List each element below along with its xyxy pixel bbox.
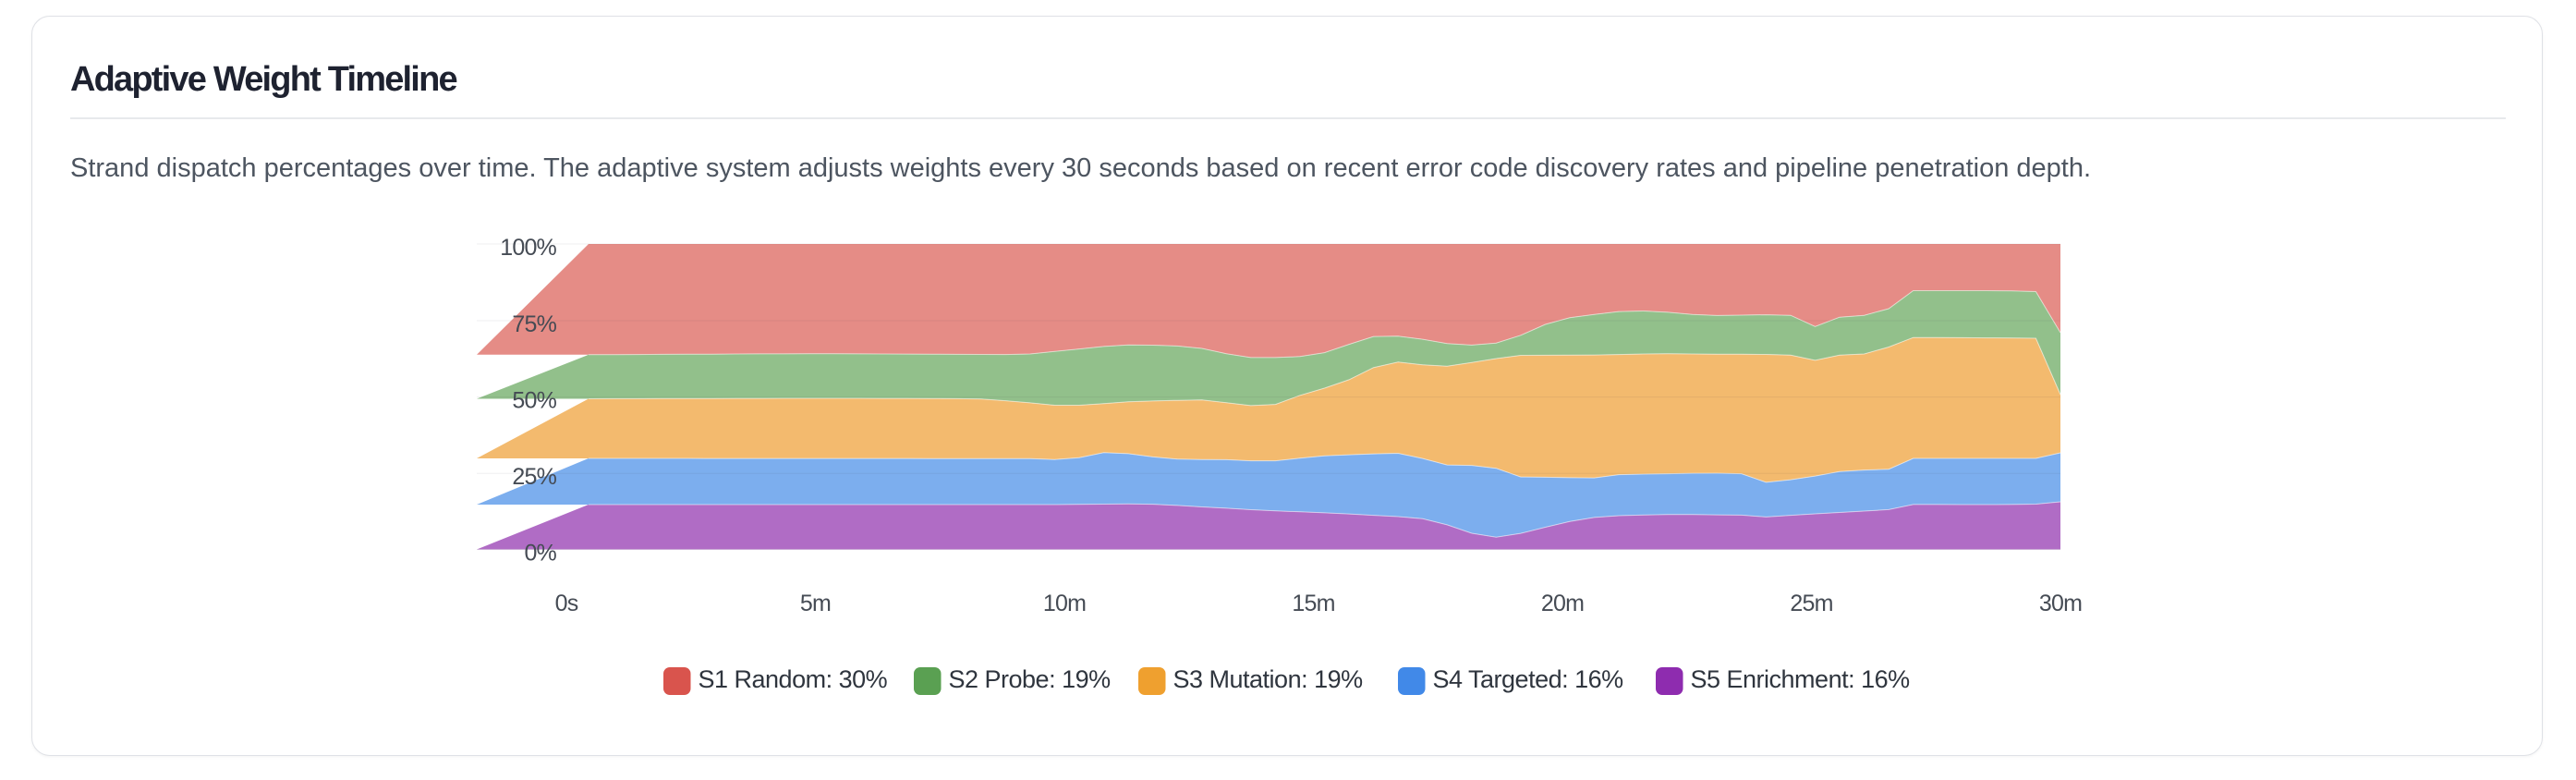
svg-text:S2 Probe: 19%: S2 Probe: 19% xyxy=(949,665,1112,693)
svg-text:100%: 100% xyxy=(500,235,556,261)
svg-text:15m: 15m xyxy=(1292,591,1334,616)
svg-text:25m: 25m xyxy=(1790,591,1832,616)
svg-text:20m: 20m xyxy=(1541,591,1584,616)
svg-text:S5 Enrichment: 16%: S5 Enrichment: 16% xyxy=(1691,665,1911,693)
svg-text:10m: 10m xyxy=(1043,591,1086,616)
svg-text:S4 Targeted: 16%: S4 Targeted: 16% xyxy=(1433,665,1624,693)
svg-text:50%: 50% xyxy=(512,388,556,414)
svg-text:0s: 0s xyxy=(555,591,578,616)
svg-text:25%: 25% xyxy=(512,464,556,490)
svg-text:30m: 30m xyxy=(2039,591,2082,616)
svg-text:S3 Mutation: 19%: S3 Mutation: 19% xyxy=(1173,665,1364,693)
svg-text:S1 Random: 30%: S1 Random: 30% xyxy=(699,665,888,693)
svg-text:75%: 75% xyxy=(512,311,556,337)
svg-text:0%: 0% xyxy=(524,541,556,567)
svg-text:5m: 5m xyxy=(800,591,831,616)
